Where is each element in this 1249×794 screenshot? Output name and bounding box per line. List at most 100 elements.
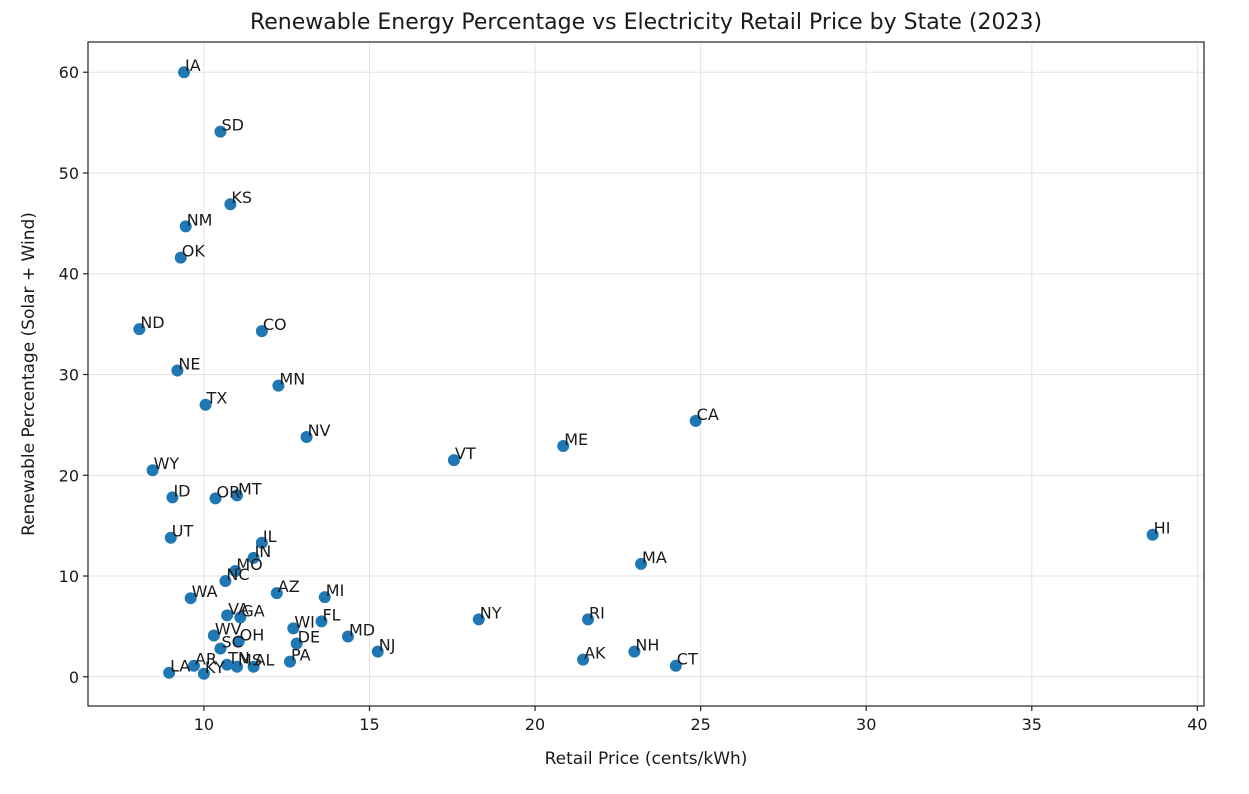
data-point <box>199 398 212 411</box>
data-point <box>171 364 184 377</box>
point-label: RI <box>589 603 605 622</box>
data-point <box>582 613 595 626</box>
point-label: AZ <box>278 577 300 596</box>
y-tick-label: 60 <box>59 63 79 82</box>
data-point <box>689 414 702 427</box>
data-point <box>209 492 222 505</box>
point-label: MO <box>236 555 262 574</box>
point-label: CT <box>677 650 698 669</box>
data-point <box>187 659 200 672</box>
data-point <box>270 587 283 600</box>
point-label: UT <box>172 522 194 541</box>
point-label: IN <box>255 542 272 561</box>
data-point <box>669 659 682 672</box>
point-label: IA <box>185 56 201 75</box>
x-tick-label: 25 <box>690 715 710 734</box>
data-point <box>184 592 197 605</box>
data-point <box>146 464 159 477</box>
point-label: ND <box>140 313 164 332</box>
point-label: HI <box>1154 519 1171 538</box>
data-point <box>371 645 384 658</box>
x-tick-label: 10 <box>194 715 214 734</box>
data-point <box>628 645 641 658</box>
data-point <box>1146 528 1159 541</box>
data-point <box>234 611 247 624</box>
y-tick-label: 50 <box>59 164 79 183</box>
point-label: CA <box>697 405 719 424</box>
x-axis-label: Retail Price (cents/kWh) <box>545 749 748 769</box>
data-point <box>174 251 187 264</box>
point-label: OK <box>182 242 206 261</box>
point-label: OR <box>216 482 240 501</box>
point-label: SD <box>221 116 243 135</box>
point-label: MN <box>279 370 305 389</box>
data-point <box>232 635 245 648</box>
data-point <box>300 430 313 443</box>
data-point <box>255 536 268 549</box>
data-point <box>247 660 260 673</box>
point-label: ME <box>564 430 588 449</box>
data-point <box>231 660 244 673</box>
point-label: NJ <box>379 636 396 655</box>
point-label: ID <box>173 481 190 500</box>
x-tick-label: 35 <box>1022 715 1042 734</box>
data-point <box>635 557 648 570</box>
x-tick-label: 15 <box>359 715 379 734</box>
data-point <box>221 658 234 671</box>
point-label: NH <box>635 636 659 655</box>
point-label: KS <box>231 188 252 207</box>
data-point <box>472 613 485 626</box>
data-point <box>247 551 260 564</box>
point-label: TN <box>227 649 250 668</box>
point-label: NM <box>187 210 213 229</box>
data-point <box>166 491 179 504</box>
point-label: VA <box>228 599 249 618</box>
point-label: IL <box>263 527 277 546</box>
y-tick-label: 0 <box>69 668 79 687</box>
point-label: AK <box>584 644 606 663</box>
data-point <box>207 629 220 642</box>
data-point <box>221 609 234 622</box>
point-label: MS <box>238 651 262 670</box>
y-axis-label: Renewable Percentage (Solar + Wind) <box>19 212 39 536</box>
point-label: WV <box>215 619 242 638</box>
data-point <box>224 198 237 211</box>
y-tick-label: 10 <box>59 567 79 586</box>
x-tick-label: 40 <box>1187 715 1207 734</box>
data-point <box>197 667 210 680</box>
y-axis-ticks: 0 10 20 30 40 50 60 <box>59 63 88 687</box>
data-point <box>179 220 192 233</box>
point-label: CO <box>263 315 287 334</box>
data-point <box>231 489 244 502</box>
data-point <box>214 642 227 655</box>
y-tick-label: 30 <box>59 366 79 385</box>
point-label: MI <box>326 581 345 600</box>
point-label: DE <box>298 628 320 647</box>
point-label: NV <box>308 421 331 440</box>
point-label: GA <box>241 601 264 620</box>
y-tick-label: 20 <box>59 466 79 485</box>
x-tick-label: 20 <box>525 715 545 734</box>
data-point <box>163 666 176 679</box>
data-point <box>272 379 285 392</box>
data-point <box>178 66 191 79</box>
data-point <box>577 653 590 666</box>
data-point <box>341 630 354 643</box>
point-label: MA <box>642 548 667 567</box>
data-point <box>133 323 146 336</box>
gridlines <box>88 42 1204 706</box>
point-label: TX <box>206 389 228 408</box>
point-label: KY <box>205 658 225 677</box>
point-label: MT <box>238 479 262 498</box>
chart-title: Renewable Energy Percentage vs Electrici… <box>250 10 1042 35</box>
y-tick-label: 40 <box>59 265 79 284</box>
point-label: AR <box>195 650 217 669</box>
data-point <box>214 125 227 138</box>
point-label: OH <box>240 626 265 645</box>
point-label: WI <box>294 612 315 631</box>
point-label: WA <box>192 582 218 601</box>
point-label: FL <box>322 605 340 624</box>
data-point <box>318 591 331 604</box>
